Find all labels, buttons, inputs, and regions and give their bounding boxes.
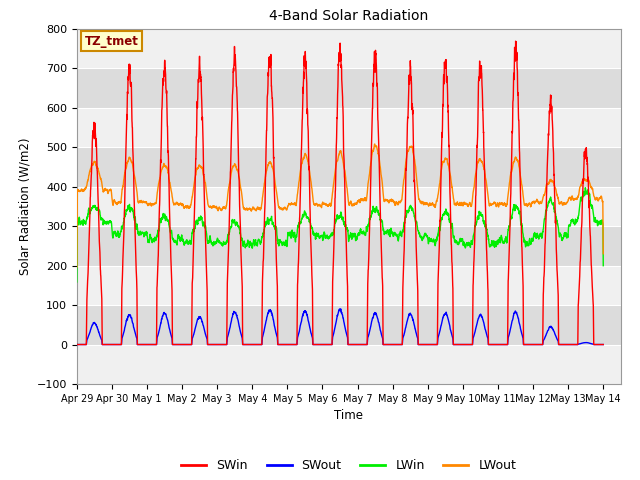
LWin	[220, 240, 228, 245]
SWout	[220, 342, 228, 348]
Bar	[77, 265, 621, 305]
SWin	[599, 342, 607, 348]
SWout	[401, 330, 408, 336]
LWin	[391, 231, 399, 237]
SWin	[550, 147, 557, 153]
Bar	[77, 345, 621, 384]
LWin	[600, 263, 607, 269]
LWout	[186, 204, 193, 210]
SWin	[186, 342, 193, 348]
LWout	[550, 180, 557, 186]
SWout	[337, 306, 344, 312]
SWin	[600, 342, 607, 348]
SWout	[73, 342, 81, 348]
Bar	[77, 29, 621, 68]
LWin	[549, 201, 557, 207]
SWout	[599, 342, 607, 348]
Line: LWin: LWin	[77, 188, 604, 282]
SWin	[401, 241, 408, 247]
LWout	[220, 205, 228, 211]
Bar	[77, 108, 621, 147]
Bar	[77, 68, 621, 108]
LWout	[371, 141, 379, 147]
SWout	[392, 342, 399, 348]
SWin	[512, 38, 520, 44]
SWout	[550, 327, 557, 333]
Bar	[77, 305, 621, 345]
SWout	[600, 342, 607, 348]
LWout	[73, 264, 81, 270]
Text: TZ_tmet: TZ_tmet	[85, 35, 139, 48]
Title: 4-Band Solar Radiation: 4-Band Solar Radiation	[269, 10, 428, 24]
Line: LWout: LWout	[77, 144, 604, 267]
SWout	[186, 342, 193, 348]
LWin	[73, 279, 81, 285]
LWin	[581, 185, 589, 191]
LWout	[392, 203, 399, 208]
LWin	[186, 237, 193, 243]
Line: SWin: SWin	[77, 41, 604, 345]
SWin	[391, 342, 399, 348]
Line: SWout: SWout	[77, 309, 604, 345]
Bar	[77, 187, 621, 226]
LWin	[599, 222, 607, 228]
Legend: SWin, SWout, LWin, LWout: SWin, SWout, LWin, LWout	[176, 454, 522, 477]
Bar	[77, 226, 621, 265]
SWin	[73, 342, 81, 348]
SWin	[220, 342, 228, 348]
X-axis label: Time: Time	[334, 409, 364, 422]
LWout	[600, 251, 607, 257]
Bar	[77, 147, 621, 187]
LWin	[401, 220, 408, 226]
Y-axis label: Solar Radiation (W/m2): Solar Radiation (W/m2)	[18, 138, 31, 275]
LWout	[401, 174, 408, 180]
LWout	[599, 216, 607, 222]
